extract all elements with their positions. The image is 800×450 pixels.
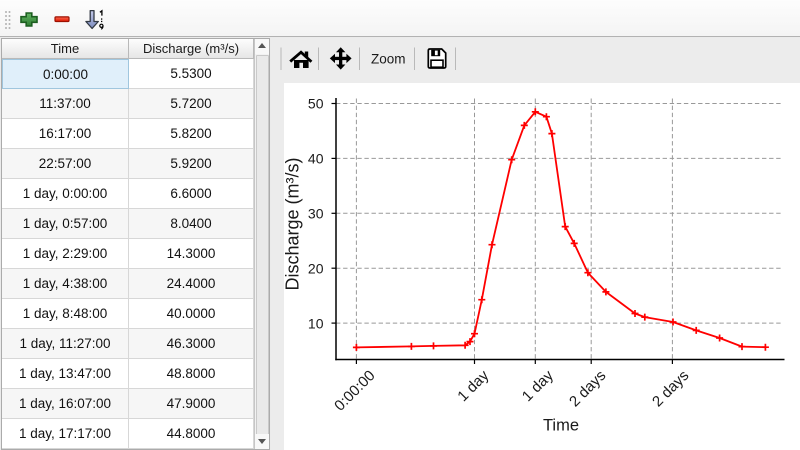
svg-text:50: 50 <box>308 96 324 112</box>
svg-text:40: 40 <box>308 151 324 167</box>
svg-text:30: 30 <box>308 206 324 222</box>
svg-text:Time: Time <box>543 417 579 435</box>
svg-text:Discharge (m³/s): Discharge (m³/s) <box>283 157 303 290</box>
svg-text:10: 10 <box>308 315 324 331</box>
svg-text:20: 20 <box>308 260 324 276</box>
svg-text:Zoom: Zoom <box>371 52 406 67</box>
